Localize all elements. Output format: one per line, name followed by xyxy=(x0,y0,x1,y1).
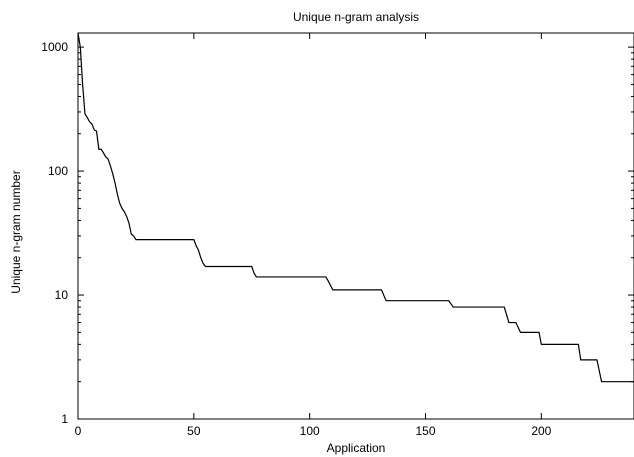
y-tick-label: 1 xyxy=(61,412,68,426)
y-axis-ticks: 1 10 100 1000 xyxy=(41,40,634,426)
y-tick-label: 10 xyxy=(55,288,69,302)
x-tick-label: 50 xyxy=(187,424,201,438)
x-axis-label: Application xyxy=(327,441,386,455)
chart-title: Unique n-gram analysis xyxy=(293,10,419,24)
series-line xyxy=(77,32,634,383)
x-tick-label: 100 xyxy=(300,424,320,438)
x-tick-label: 200 xyxy=(531,424,551,438)
x-tick-label: 0 xyxy=(75,424,82,438)
x-axis-ticks: 0 50 100 150 200 xyxy=(75,33,552,438)
x-tick-label: 150 xyxy=(415,424,435,438)
y-tick-label: 100 xyxy=(48,164,68,178)
y-axis-label: Unique n-gram number xyxy=(9,170,23,293)
plot-frame xyxy=(77,32,634,420)
y-tick-label: 1000 xyxy=(41,40,68,54)
